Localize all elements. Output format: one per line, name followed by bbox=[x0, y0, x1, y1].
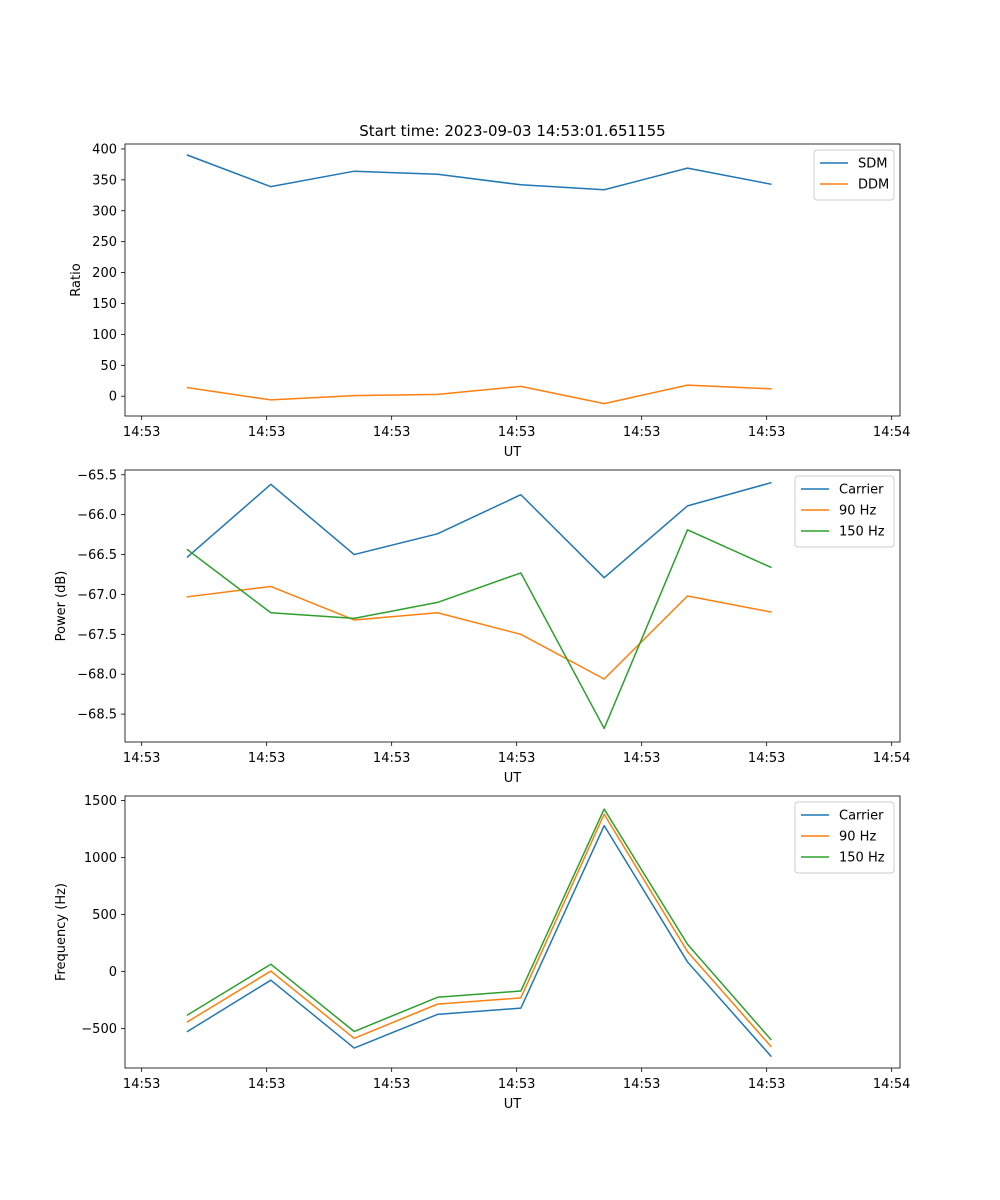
x-axis-label: UT bbox=[504, 771, 522, 786]
y-axis-label: Ratio bbox=[69, 263, 84, 296]
chart-title: Start time: 2023-09-03 14:53:01.651155 bbox=[359, 122, 665, 140]
x-tick-label: 14:53 bbox=[498, 1077, 535, 1092]
y-tick-label: 200 bbox=[92, 266, 117, 281]
axes-frame bbox=[124, 143, 901, 417]
legend-label: 150 Hz bbox=[839, 525, 885, 540]
y-tick-label: −68.5 bbox=[77, 708, 117, 723]
x-tick-label: 14:53 bbox=[748, 751, 785, 766]
y-tick-label: 1000 bbox=[84, 851, 117, 866]
y-tick-label: −67.5 bbox=[77, 628, 117, 643]
y-tick-label: 300 bbox=[92, 204, 117, 219]
legend-label: Carrier bbox=[839, 809, 884, 824]
x-tick-label: 14:53 bbox=[123, 751, 160, 766]
x-tick-label: 14:53 bbox=[498, 751, 535, 766]
x-tick-label: 14:54 bbox=[873, 425, 910, 440]
legend-label: SDM bbox=[858, 157, 887, 172]
chart-panel-2: 14:53 14:53 14:53 14:53 14:53 14:53 14:54 −65.5… bbox=[54, 468, 910, 786]
x-tick-label: 14:54 bbox=[873, 751, 910, 766]
y-tick-label: −500 bbox=[81, 1022, 117, 1037]
x-tick-label: 14:53 bbox=[748, 425, 785, 440]
series-line-90-hz bbox=[186, 585, 772, 680]
legend: Carrier 90 Hz 150 Hz bbox=[794, 475, 895, 548]
legend-label: 150 Hz bbox=[839, 851, 885, 866]
y-tick-label: 500 bbox=[92, 908, 117, 923]
series-line-carrier bbox=[186, 481, 772, 579]
series-line-carrier bbox=[186, 824, 772, 1058]
x-tick-label: 14:53 bbox=[623, 751, 660, 766]
legend-label: 90 Hz bbox=[839, 830, 876, 845]
y-tick-label: 0 bbox=[109, 965, 117, 980]
x-tick-label: 14:53 bbox=[248, 1077, 285, 1092]
x-tick-label: 14:53 bbox=[373, 1077, 410, 1092]
y-tick-label: −68.0 bbox=[77, 668, 117, 683]
x-tick-label: 14:53 bbox=[373, 751, 410, 766]
y-tick-label: 1500 bbox=[84, 794, 117, 809]
legend-label: 90 Hz bbox=[839, 504, 876, 519]
y-tick-label: −66.5 bbox=[77, 548, 117, 563]
y-tick-label: −67.0 bbox=[77, 588, 117, 603]
x-tick-label: 14:53 bbox=[248, 751, 285, 766]
series-line-90-hz bbox=[186, 813, 772, 1048]
legend: Carrier 90 Hz 150 Hz bbox=[794, 801, 895, 874]
x-tick-label: 14:54 bbox=[873, 1077, 910, 1092]
x-tick-label: 14:53 bbox=[623, 1077, 660, 1092]
axes-frame bbox=[124, 795, 901, 1069]
series-line-ddm bbox=[186, 384, 772, 405]
x-tick-label: 14:53 bbox=[248, 425, 285, 440]
legend: SDM DDM bbox=[813, 149, 895, 201]
y-tick-label: 100 bbox=[92, 328, 117, 343]
chart-panel-1: 14:53 14:53 14:53 14:53 14:53 14:53 14:54 0 50 10… bbox=[69, 122, 910, 460]
y-tick-label: 250 bbox=[92, 235, 117, 250]
y-tick-label: 400 bbox=[92, 142, 117, 157]
y-tick-label: 0 bbox=[109, 390, 117, 405]
axes-frame bbox=[124, 469, 901, 743]
y-tick-label: 350 bbox=[92, 173, 117, 188]
x-tick-label: 14:53 bbox=[748, 1077, 785, 1092]
chart-panel-3: 14:53 14:53 14:53 14:53 14:53 14:53 14:54 −500 0… bbox=[54, 794, 910, 1112]
x-tick-label: 14:53 bbox=[123, 425, 160, 440]
legend-label: Carrier bbox=[839, 483, 884, 498]
y-tick-label: 150 bbox=[92, 297, 117, 312]
x-tick-label: 14:53 bbox=[373, 425, 410, 440]
x-axis-label: UT bbox=[504, 1097, 522, 1112]
legend-box bbox=[794, 801, 895, 874]
y-tick-label: −65.5 bbox=[77, 468, 117, 483]
x-tick-label: 14:53 bbox=[123, 1077, 160, 1092]
x-axis-label: UT bbox=[504, 445, 522, 460]
x-tick-label: 14:53 bbox=[498, 425, 535, 440]
legend-label: DDM bbox=[858, 178, 889, 193]
y-axis-label: Power (dB) bbox=[54, 571, 69, 642]
series-line-150-hz bbox=[186, 808, 772, 1041]
y-tick-label: 50 bbox=[100, 359, 117, 374]
y-axis-label: Frequency (Hz) bbox=[54, 883, 69, 981]
y-tick-label: −66.0 bbox=[77, 508, 117, 523]
x-tick-label: 14:53 bbox=[623, 425, 660, 440]
series-line-150-hz bbox=[186, 529, 772, 730]
legend-box bbox=[794, 475, 895, 548]
series-line-sdm bbox=[186, 154, 772, 191]
